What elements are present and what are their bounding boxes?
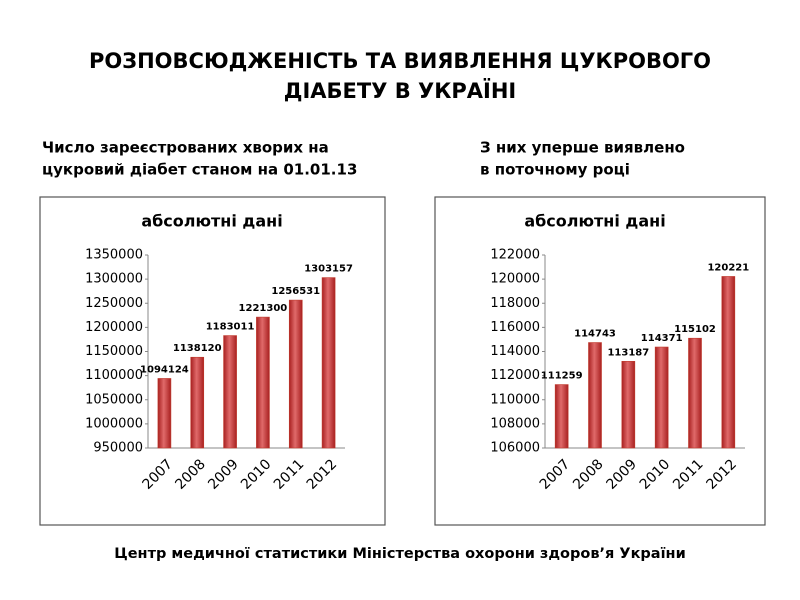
slide-title: ДІАБЕТУ В УКРАЇНІ bbox=[284, 78, 516, 103]
bar bbox=[223, 335, 237, 449]
data-label: 115102 bbox=[674, 324, 716, 335]
y-tick-label: 1100000 bbox=[85, 368, 143, 383]
bar bbox=[588, 342, 602, 449]
bar bbox=[190, 356, 205, 449]
y-tick-label: 116000 bbox=[490, 320, 540, 335]
y-tick-label: 114000 bbox=[490, 344, 540, 359]
data-label: 114743 bbox=[574, 329, 616, 340]
chart-subtitle: З них уперше виявлено bbox=[480, 139, 685, 157]
y-tick-label: 108000 bbox=[490, 416, 540, 431]
y-tick-label: 112000 bbox=[490, 368, 540, 383]
y-tick-label: 1150000 bbox=[85, 344, 143, 359]
chart-title: абсолютні дані bbox=[141, 212, 282, 231]
y-tick-label: 1300000 bbox=[85, 272, 143, 287]
bar bbox=[157, 378, 172, 449]
data-label: 1138120 bbox=[173, 343, 222, 354]
data-label: 1094124 bbox=[140, 364, 189, 375]
slide-title: РОЗПОВСЮДЖЕНІСТЬ ТА ВИЯВЛЕННЯ ЦУКРОВОГО bbox=[89, 49, 711, 73]
chart-title: абсолютні дані bbox=[524, 212, 665, 231]
y-tick-label: 1250000 bbox=[85, 296, 143, 311]
data-label: 114371 bbox=[641, 333, 683, 344]
data-label: 1183011 bbox=[206, 322, 255, 333]
bar bbox=[654, 346, 669, 449]
data-label: 1303157 bbox=[304, 264, 353, 275]
bar bbox=[321, 277, 336, 449]
footer: Центр медичної статистики Міністерства о… bbox=[114, 546, 685, 562]
data-label: 113187 bbox=[607, 347, 649, 358]
bar bbox=[288, 299, 303, 449]
y-tick-label: 122000 bbox=[490, 248, 540, 263]
y-tick-label: 120000 bbox=[490, 272, 540, 287]
y-tick-label: 118000 bbox=[490, 296, 540, 311]
data-label: 120221 bbox=[707, 262, 749, 273]
y-tick-label: 1200000 bbox=[85, 320, 143, 335]
y-tick-label: 110000 bbox=[490, 392, 540, 407]
bar bbox=[721, 276, 736, 449]
data-label: 111259 bbox=[541, 371, 583, 382]
chart-subtitle: Число зареєстрованих хворих на bbox=[42, 139, 329, 157]
chart-subtitle: в поточному році bbox=[480, 161, 630, 179]
bar bbox=[621, 361, 636, 449]
y-tick-label: 106000 bbox=[490, 441, 540, 456]
y-tick-label: 1000000 bbox=[85, 416, 143, 431]
y-tick-label: 1350000 bbox=[85, 248, 143, 263]
data-label: 1256531 bbox=[271, 286, 320, 297]
data-label: 1221300 bbox=[239, 303, 288, 314]
y-tick-label: 1050000 bbox=[85, 392, 143, 407]
bar bbox=[688, 337, 702, 449]
bar bbox=[554, 384, 569, 449]
chart-subtitle: цукровий діабет станом на 01.01.13 bbox=[42, 161, 357, 179]
bar bbox=[256, 316, 270, 449]
y-tick-label: 950000 bbox=[93, 441, 143, 456]
